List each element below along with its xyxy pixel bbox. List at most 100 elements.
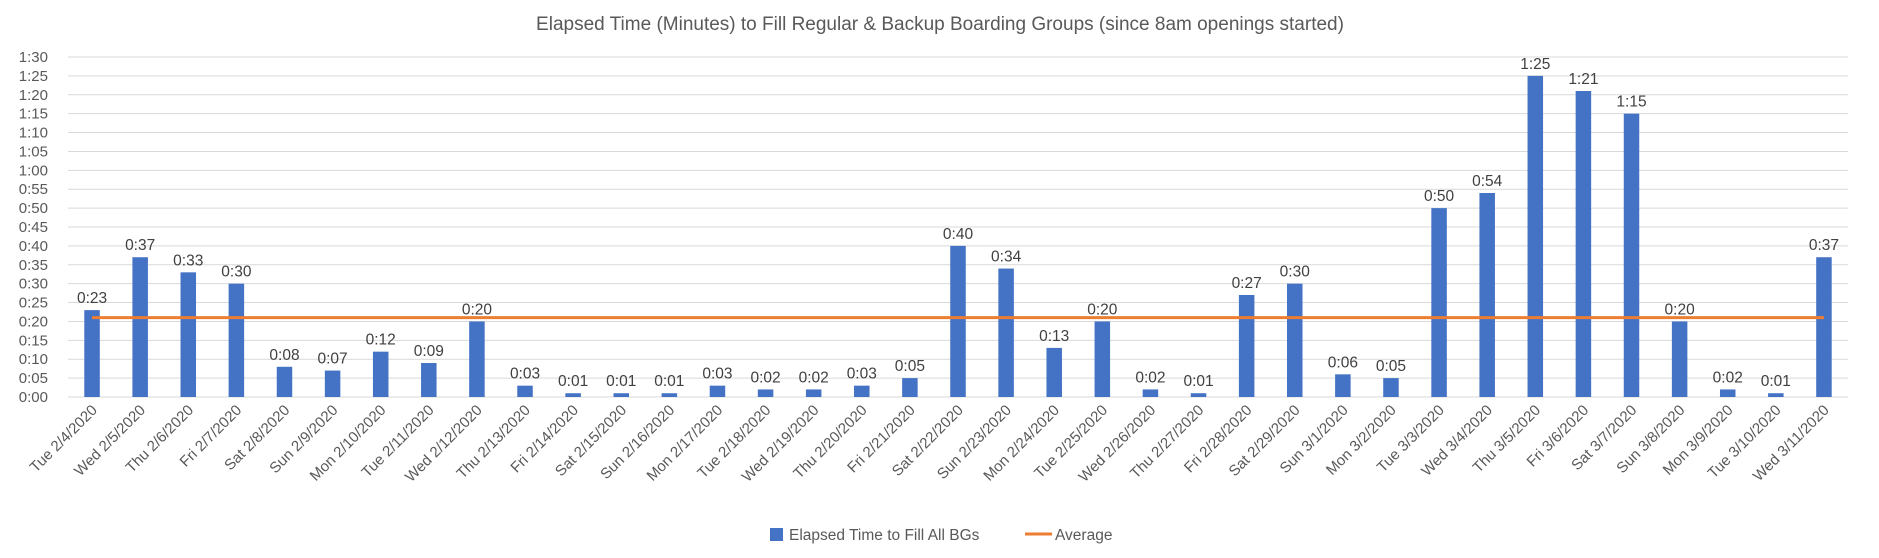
bar <box>421 363 437 397</box>
bar <box>324 370 341 397</box>
y-tick-label: 0:00 <box>19 389 48 406</box>
data-label: 0:01 <box>606 373 636 390</box>
data-label: 0:20 <box>462 301 493 318</box>
data-label: 1:25 <box>1520 56 1550 73</box>
data-label: 0:02 <box>1135 369 1165 386</box>
gridlines <box>68 56 1848 398</box>
legend-bar-label: Elapsed Time to Fill All BGs <box>789 527 980 544</box>
y-tick-label: 0:15 <box>19 332 48 349</box>
y-tick-label: 1:25 <box>19 68 48 85</box>
data-label: 0:12 <box>366 332 396 349</box>
y-tick-label: 1:00 <box>19 162 48 179</box>
data-labels: 0:23 0:37 0:33 0:30 0:08 0:07 0:12 0:09 0:20 0:03… <box>77 56 1839 390</box>
bar <box>1527 75 1544 397</box>
data-label: 0:05 <box>1376 358 1406 375</box>
bar <box>1287 283 1303 397</box>
bar <box>661 393 678 397</box>
bar <box>228 283 245 397</box>
data-label: 0:03 <box>847 366 877 383</box>
bar <box>1142 389 1159 397</box>
data-label: 0:13 <box>1039 328 1069 345</box>
data-label: 0:02 <box>799 369 829 386</box>
y-tick-label: 0:40 <box>19 238 48 255</box>
data-label: 0:20 <box>1665 301 1696 318</box>
data-label: 0:30 <box>1280 264 1311 281</box>
bar <box>132 257 148 397</box>
data-label: 0:03 <box>510 366 540 383</box>
y-tick-label: 1:20 <box>19 87 48 104</box>
bar <box>757 389 774 397</box>
chart-title: Elapsed Time (Minutes) to Fill Regular &… <box>536 14 1344 35</box>
data-label: 0:03 <box>702 366 732 383</box>
bar <box>84 310 100 397</box>
y-tick-label: 0:10 <box>19 351 48 368</box>
bar <box>1335 374 1351 397</box>
bar <box>1816 257 1832 397</box>
bar <box>517 385 533 397</box>
data-label: 0:23 <box>77 290 107 307</box>
data-label: 0:02 <box>750 369 780 386</box>
y-tick-label: 0:25 <box>19 295 48 312</box>
data-label: 0:01 <box>558 373 588 390</box>
data-label: 0:08 <box>269 347 299 364</box>
data-label: 1:21 <box>1568 71 1598 88</box>
legend: Elapsed Time to Fill All BGs Average <box>770 527 1112 544</box>
bar <box>805 389 822 397</box>
y-tick-label: 0:05 <box>19 370 48 387</box>
data-label: 0:09 <box>414 343 444 360</box>
y-tick-label: 0:30 <box>19 276 48 293</box>
bar <box>1238 295 1255 397</box>
bar <box>469 321 485 397</box>
bar <box>613 393 629 397</box>
y-axis-ticks: 0:00 0:05 0:10 0:15 0:200:25 0:30 0:35 0:40 0:45… <box>19 49 48 406</box>
data-label: 0:05 <box>895 358 925 375</box>
data-label: 0:30 <box>221 264 252 281</box>
y-tick-label: 1:15 <box>19 106 48 123</box>
data-label: 0:37 <box>125 237 155 254</box>
legend-bar-swatch <box>770 528 783 541</box>
bars <box>84 75 1832 398</box>
legend-average-label: Average <box>1055 527 1112 544</box>
bar <box>709 385 726 397</box>
bar <box>1623 113 1640 398</box>
data-label: 0:06 <box>1328 354 1358 371</box>
data-label: 0:50 <box>1424 188 1455 205</box>
bar <box>372 351 389 397</box>
bar <box>854 385 870 397</box>
bar <box>1094 321 1111 397</box>
bar <box>1383 378 1399 397</box>
data-label: 0:33 <box>173 252 203 269</box>
y-tick-label: 0:45 <box>19 219 48 236</box>
bar <box>1431 208 1447 397</box>
data-label: 0:01 <box>1761 373 1791 390</box>
y-tick-label: 1:10 <box>19 125 48 142</box>
y-tick-label: 0:20 <box>19 313 48 330</box>
y-tick-label: 1:05 <box>19 143 48 160</box>
bar <box>1575 91 1592 397</box>
y-tick-label: 1:30 <box>19 49 48 66</box>
y-tick-label: 0:35 <box>19 257 48 274</box>
bar <box>1768 393 1784 397</box>
data-label: 1:15 <box>1616 94 1646 111</box>
data-label: 0:02 <box>1713 369 1743 386</box>
bar <box>276 366 293 397</box>
data-label: 0:07 <box>318 351 348 368</box>
data-label: 0:01 <box>1183 373 1213 390</box>
data-label: 0:20 <box>1087 301 1118 318</box>
data-label: 0:37 <box>1809 237 1839 254</box>
bar <box>1046 347 1062 397</box>
data-label: 0:01 <box>654 373 684 390</box>
bar <box>998 268 1014 397</box>
bar <box>1479 193 1495 397</box>
data-label: 0:27 <box>1232 275 1262 292</box>
y-tick-label: 0:50 <box>19 200 48 217</box>
data-label: 0:40 <box>943 226 974 243</box>
bar <box>1719 389 1736 397</box>
bar <box>950 245 966 397</box>
bar <box>1671 321 1688 397</box>
bar <box>1190 393 1207 397</box>
bar <box>180 272 197 397</box>
